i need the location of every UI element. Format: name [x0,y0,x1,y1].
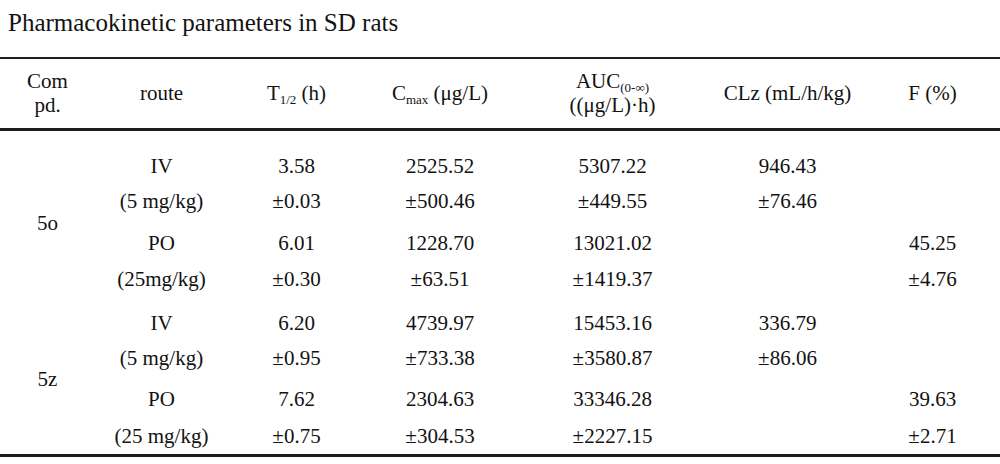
table-row: (25mg/kg) ±0.30 ±63.51 ±1419.37 ±4.76 [0,261,1000,298]
t12-value: 6.20 [228,298,365,342]
table-row: PO 7.62 2304.63 33346.28 39.63 [0,375,1000,418]
col-header-f: F (%) [865,58,1000,129]
col-header-route: route [95,58,228,129]
clz-value: 946.43 [710,129,865,183]
t12-subscript: 1/2 [280,92,297,107]
table-row: 5o IV 3.58 2525.52 5307.22 946.43 [0,129,1000,183]
auc-value: 5307.22 [515,129,710,183]
table-row: (5 mg/kg) ±0.03 ±500.46 ±449.55 ±76.46 [0,183,1000,219]
t12-sd: ±0.30 [228,261,365,298]
clz-sd: ±86.06 [710,342,865,375]
col-header-clz: CLz (mL/h/kg) [710,58,865,129]
clz-value [710,375,865,418]
t12-sd: ±0.75 [228,418,365,455]
table-title: Pharmacokinetic parameters in SD rats [8,8,398,38]
col-header-auc: AUC(0-∞) ((μg/L)·h) [515,58,710,129]
auc-value: 15453.16 [515,298,710,342]
table-row: PO 6.01 1228.70 13021.02 45.25 [0,219,1000,261]
table-header: Com pd. route T1/2 (h) Cmax (μg/L) AUC(0… [0,58,1000,129]
auc-header-line1: AUC(0-∞) [515,69,710,93]
col-header-compound: Com pd. [0,58,95,129]
cmax-value: 2304.63 [365,375,515,418]
cmax-sd: ±733.38 [365,342,515,375]
auc-sd: ±1419.37 [515,261,710,298]
header-row: Com pd. route T1/2 (h) Cmax (μg/L) AUC(0… [0,58,1000,129]
clz-sd [710,418,865,455]
t12-value: 3.58 [228,129,365,183]
f-sd [865,342,1000,375]
dose-cell: (5 mg/kg) [95,183,228,219]
cmax-subscript: max [406,92,428,107]
cmax-sd: ±63.51 [365,261,515,298]
col-header-compound-line1: Com [0,69,95,93]
col-header-t12: T1/2 (h) [228,58,365,129]
t12-symbol: T [267,81,280,105]
pharmacokinetics-table: Com pd. route T1/2 (h) Cmax (μg/L) AUC(0… [0,57,1000,457]
cmax-value: 4739.97 [365,298,515,342]
auc-value: 13021.02 [515,219,710,261]
f-value [865,298,1000,342]
cmax-value: 2525.52 [365,129,515,183]
route-cell: IV [95,129,228,183]
f-value [865,129,1000,183]
clz-sd [710,261,865,298]
document-page: Pharmacokinetic parameters in SD rats Co… [0,0,1000,464]
auc-symbol: AUC [576,69,620,93]
table-body: 5o IV 3.58 2525.52 5307.22 946.43 (5 mg/… [0,129,1000,455]
cmax-value: 1228.70 [365,219,515,261]
route-cell: PO [95,219,228,261]
t12-value: 6.01 [228,219,365,261]
table-row: (5 mg/kg) ±0.95 ±733.38 ±3580.87 ±86.06 [0,342,1000,375]
cmax-symbol: C [392,81,406,105]
dose-cell: (5 mg/kg) [95,342,228,375]
t12-sd: ±0.95 [228,342,365,375]
route-cell: PO [95,375,228,418]
cmax-sd: ±304.53 [365,418,515,455]
f-value: 45.25 [865,219,1000,261]
auc-header-line2: ((μg/L)·h) [515,93,710,117]
table-row: 5z IV 6.20 4739.97 15453.16 336.79 [0,298,1000,342]
f-value: 39.63 [865,375,1000,418]
f-sd [865,183,1000,219]
col-header-compound-line2: pd. [0,93,95,117]
auc-sd: ±449.55 [515,183,710,219]
f-sd: ±4.76 [865,261,1000,298]
t12-value: 7.62 [228,375,365,418]
auc-sd: ±2227.15 [515,418,710,455]
t12-sd: ±0.03 [228,183,365,219]
cmax-unit: (μg/L) [428,81,488,105]
t12-unit: (h) [296,81,326,105]
dose-cell: (25 mg/kg) [95,418,228,455]
clz-value: 336.79 [710,298,865,342]
auc-sd: ±3580.87 [515,342,710,375]
cmax-sd: ±500.46 [365,183,515,219]
dose-cell: (25mg/kg) [95,261,228,298]
col-header-cmax: Cmax (μg/L) [365,58,515,129]
f-sd: ±2.71 [865,418,1000,455]
compound-label: 5z [0,298,95,455]
compound-label: 5o [0,129,95,298]
clz-value [710,219,865,261]
table-row: (25 mg/kg) ±0.75 ±304.53 ±2227.15 ±2.71 [0,418,1000,455]
auc-value: 33346.28 [515,375,710,418]
clz-sd: ±76.46 [710,183,865,219]
route-cell: IV [95,298,228,342]
